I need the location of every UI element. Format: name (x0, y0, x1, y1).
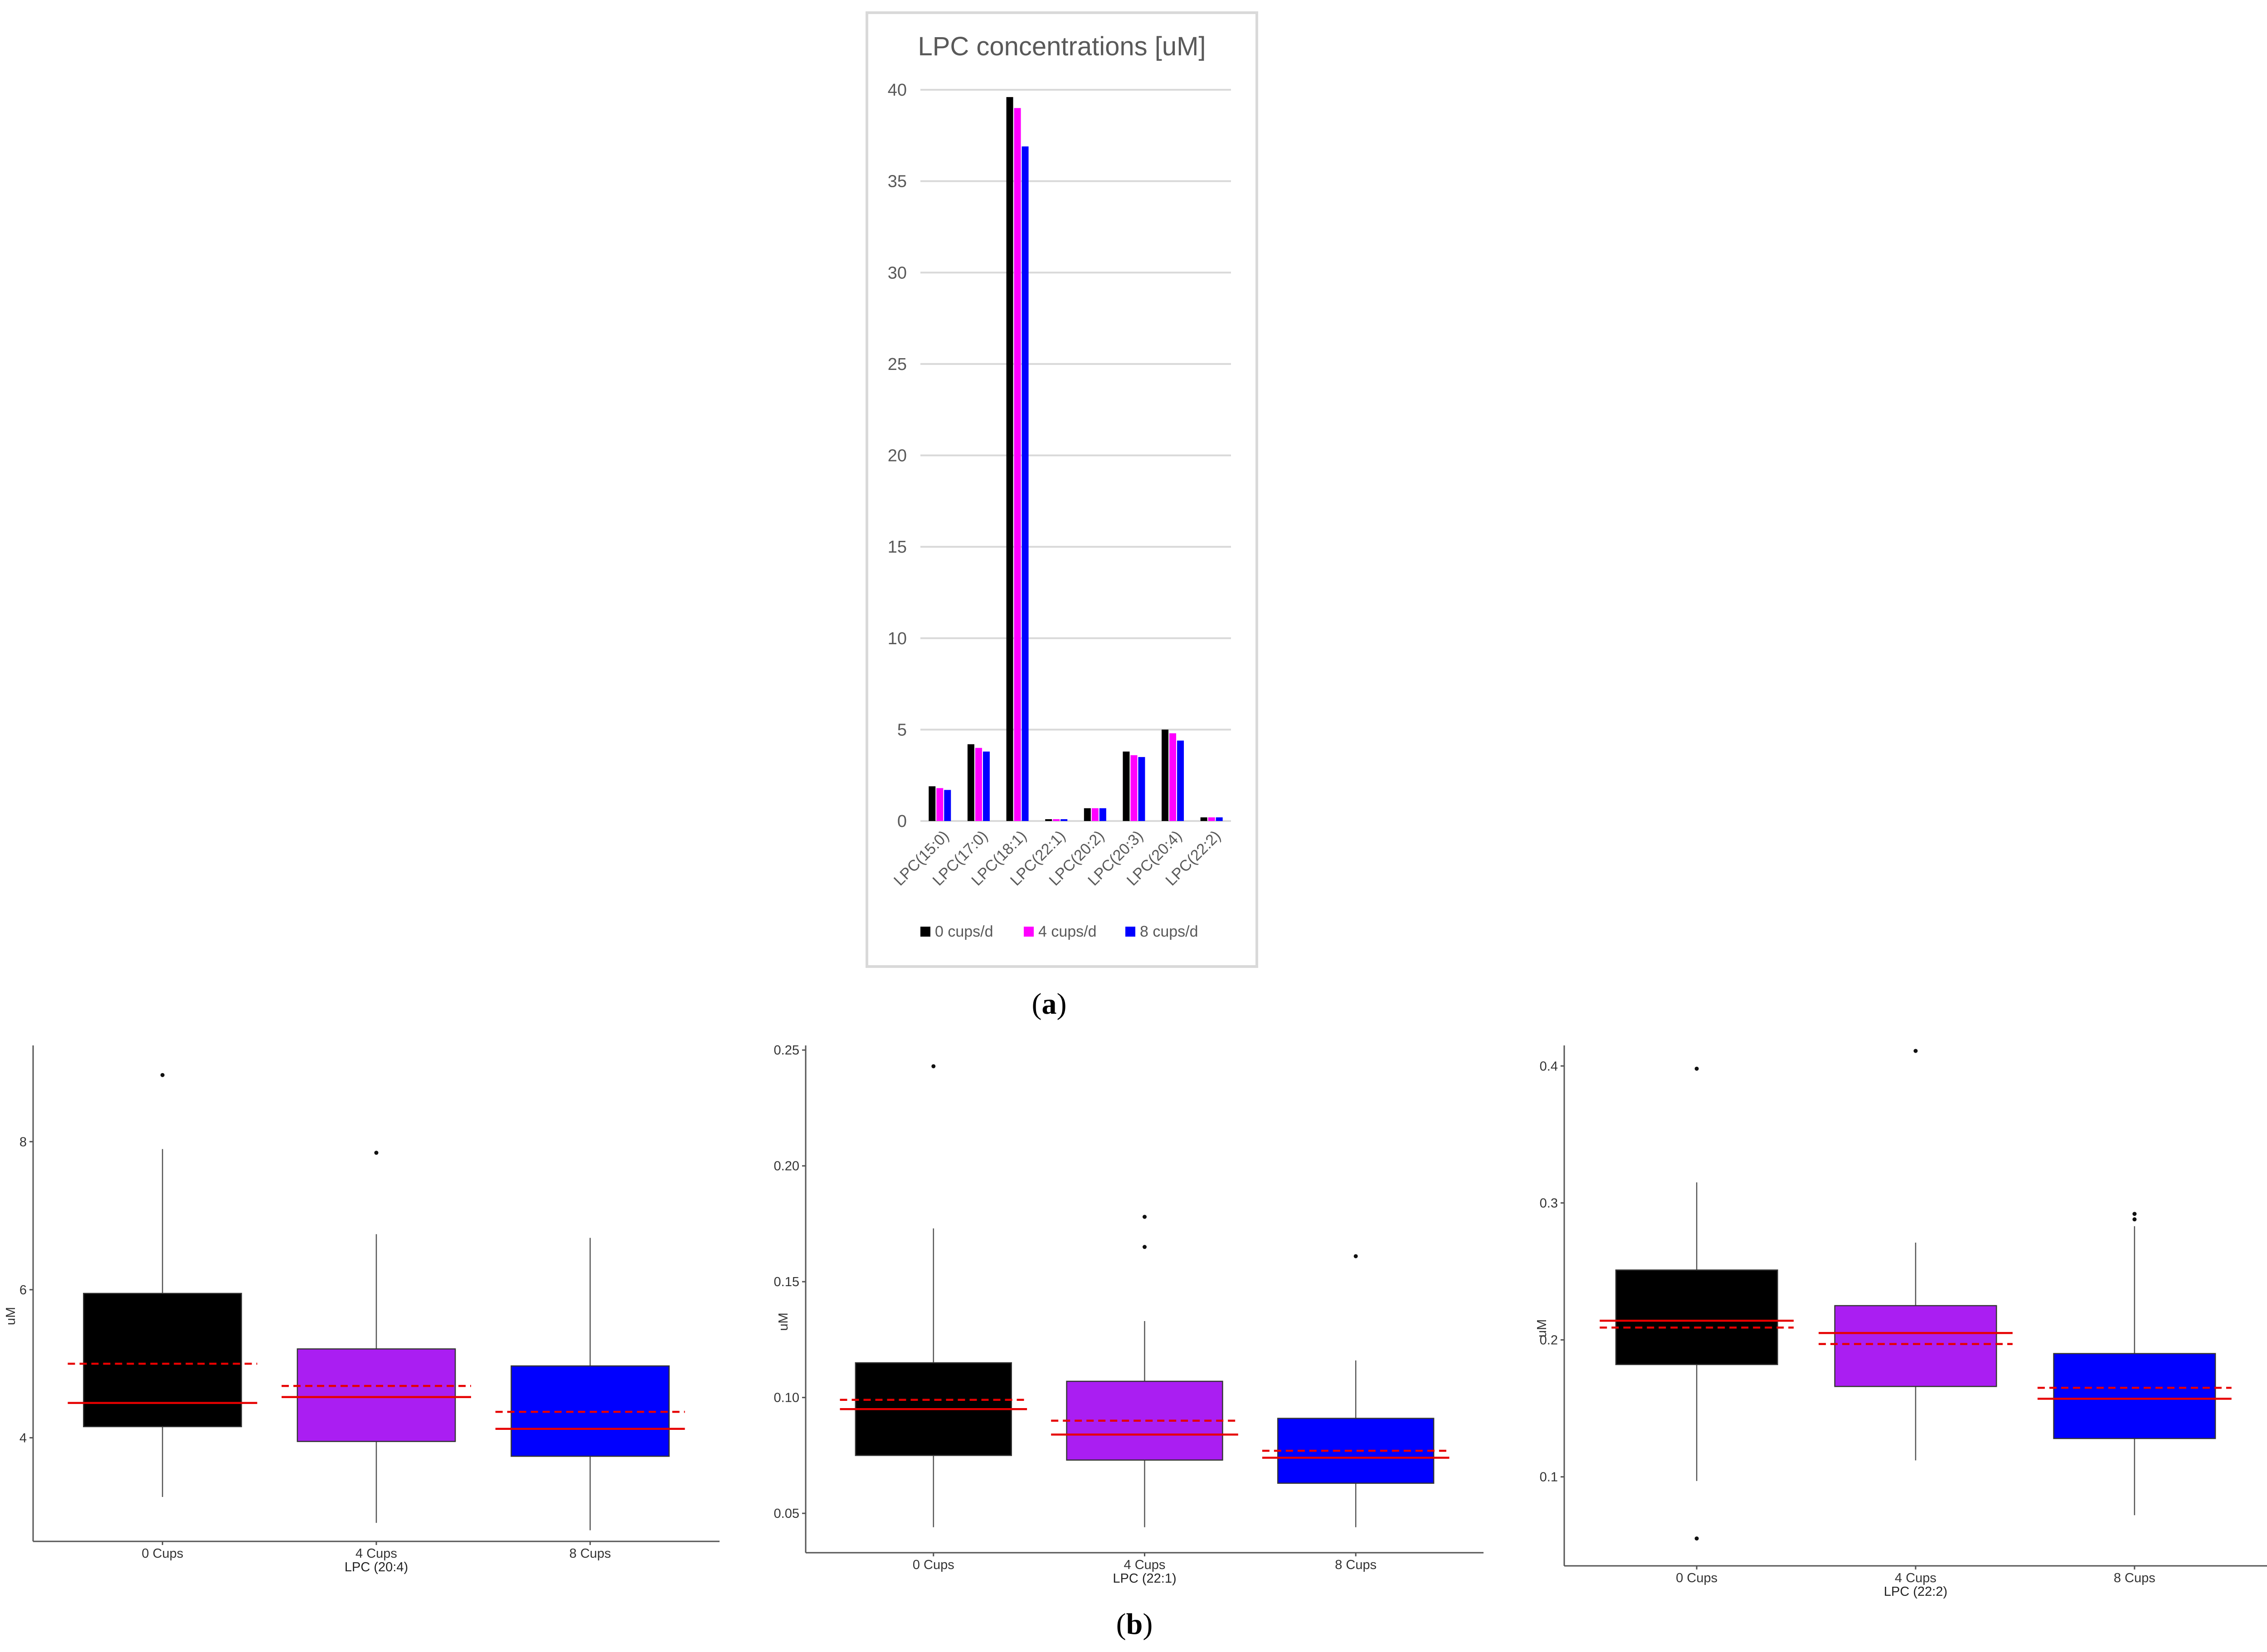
outlier-point (374, 1151, 379, 1155)
bar-LPC(20:2)-8 cups/d (1099, 808, 1106, 821)
y-tick-label: 0.4 (1540, 1059, 1558, 1074)
panel-label-a: (a) (1032, 987, 1067, 1020)
bar-LPC(17:0)-0 cups/d (967, 744, 974, 821)
bar-LPC(20:3)-0 cups/d (1123, 751, 1130, 821)
bar-LPC(20:4)-0 cups/d (1162, 729, 1169, 821)
panel-label-b: (b) (1116, 1608, 1153, 1641)
bar-LPC(22:2)-4 cups/d (1208, 817, 1215, 821)
y-tick-label: 4 (19, 1431, 27, 1445)
bar-chart-legend: 0 cups/d 4 cups/d 8 cups/d (920, 923, 1198, 940)
x-axis-label: LPC (22:2) (1884, 1584, 1947, 1599)
legend-label: 4 cups/d (1038, 923, 1097, 940)
y-axis-label: uM (1535, 1319, 1549, 1337)
bar-LPC(20:3)-4 cups/d (1130, 755, 1138, 821)
legend-label: 8 cups/d (1140, 923, 1198, 940)
bar-LPC(15:0)-0 cups/d (929, 786, 936, 821)
bar-LPC(20:2)-4 cups/d (1091, 808, 1099, 821)
bar-chart-frame (866, 11, 1258, 968)
bar-LPC(18:1)-8 cups/d (1022, 146, 1029, 821)
bar-LPC(15:0)-4 cups/d (936, 788, 944, 821)
bar-y-tick-label: 15 (888, 538, 907, 557)
y-tick-label: 0.20 (774, 1159, 799, 1174)
y-tick-label: 0.05 (774, 1506, 799, 1521)
outlier-point (1694, 1536, 1699, 1541)
bar-LPC(20:4)-8 cups/d (1177, 740, 1184, 821)
y-tick-label: 0.2 (1540, 1333, 1558, 1348)
boxplot-lpc-22-2: 0.1 0.2 0.3 0.4 uM 0 Cups 4 Cups 8 Cups LPC (22:… (1535, 1045, 2267, 1599)
legend-swatch-8 cups/d (1125, 927, 1135, 937)
bar-chart-y-ticks: 0 5 10 15 20 25 30 35 40 (888, 81, 907, 831)
x-category-label: 0 Cups (141, 1546, 183, 1561)
x-category-label: 4 Cups (1895, 1571, 1936, 1585)
bar-LPC(22:1)-0 cups/d (1045, 819, 1052, 821)
bar-chart-title: LPC concentrations [uM] (918, 32, 1206, 61)
outlier-point (2132, 1217, 2137, 1222)
y-tick-label: 0.10 (774, 1391, 799, 1405)
outlier-point (1913, 1049, 1918, 1053)
boxplot-lpc-20-4: 4 6 8 uM 0 Cups 4 Cups 8 Cups LPC (20:4) (4, 1045, 720, 1574)
bar-y-tick-label: 10 (888, 629, 907, 648)
x-category-label: 8 Cups (2114, 1571, 2155, 1585)
box-8 Cups (2053, 1353, 2216, 1439)
bar-y-tick-label: 35 (888, 172, 907, 191)
bar-LPC(17:0)-4 cups/d (975, 748, 982, 821)
x-category-label: 4 Cups (355, 1546, 397, 1561)
bar-LPC(18:1)-4 cups/d (1014, 108, 1021, 821)
bar-y-tick-label: 25 (888, 355, 907, 374)
y-axis-label: uM (776, 1312, 791, 1331)
x-category-label: 0 Cups (913, 1558, 954, 1572)
bar-LPC(20:3)-8 cups/d (1138, 757, 1145, 821)
box-0 Cups (83, 1292, 242, 1428)
bar-y-tick-label: 20 (888, 447, 907, 466)
box-0 Cups (1615, 1269, 1778, 1365)
bar-LPC(17:0)-8 cups/d (983, 751, 990, 821)
bar-LPC(20:4)-4 cups/d (1169, 733, 1177, 821)
x-category-label: 4 Cups (1124, 1558, 1166, 1572)
legend-swatch-4 cups/d (1024, 927, 1034, 937)
y-tick-label: 8 (19, 1135, 27, 1149)
outlier-point (1353, 1254, 1358, 1258)
y-tick-label: 0.1 (1540, 1470, 1558, 1485)
y-tick-label: 0.25 (774, 1043, 799, 1058)
box-4 Cups (1834, 1305, 1997, 1387)
bar-LPC(22:1)-8 cups/d (1061, 819, 1068, 821)
bar-y-tick-label: 0 (897, 812, 907, 831)
y-tick-label: 6 (19, 1283, 27, 1297)
outlier-point (931, 1064, 936, 1069)
y-tick-label: 0.15 (774, 1275, 799, 1289)
outlier-point (1143, 1245, 1147, 1249)
legend-label: 0 cups/d (935, 923, 993, 940)
bar-LPC(18:1)-0 cups/d (1006, 97, 1013, 821)
bar-chart-grid (920, 89, 1231, 822)
box-4 Cups (297, 1348, 456, 1442)
bar-chart-bars (929, 97, 1223, 821)
outlier-point (160, 1073, 165, 1077)
bar-LPC(22:1)-4 cups/d (1053, 819, 1060, 821)
outlier-point (1694, 1066, 1699, 1071)
y-tick-label: 0.3 (1540, 1196, 1558, 1210)
bar-y-tick-label: 5 (897, 720, 907, 739)
boxplot-lpc-22-1: 0.05 0.10 0.15 0.20 0.25 uM 0 Cups 4 Cups 8 Cups… (774, 1043, 1484, 1586)
outlier-point (2132, 1212, 2137, 1216)
bar-LPC(22:2)-8 cups/d (1216, 817, 1223, 821)
bar-LPC(20:2)-0 cups/d (1084, 808, 1091, 821)
bar-y-tick-label: 40 (888, 81, 907, 100)
x-axis-label: LPC (22:1) (1113, 1571, 1176, 1586)
outlier-point (1143, 1215, 1147, 1219)
x-category-label: 0 Cups (1676, 1571, 1717, 1585)
x-axis-label: LPC (20:4) (345, 1560, 408, 1574)
bar-LPC(15:0)-8 cups/d (944, 790, 951, 821)
x-category-label: 8 Cups (569, 1546, 611, 1561)
x-category-label: 8 Cups (1335, 1558, 1377, 1572)
bar-y-tick-label: 30 (888, 263, 907, 282)
bar-LPC(22:2)-0 cups/d (1200, 817, 1207, 821)
y-axis-label: uM (4, 1307, 18, 1325)
legend-swatch-0 cups/d (920, 927, 930, 937)
